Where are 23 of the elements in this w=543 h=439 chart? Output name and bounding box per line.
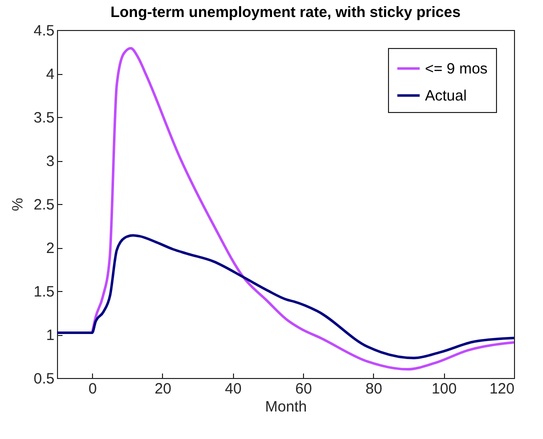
y-tick-label: 1.5 xyxy=(34,284,54,300)
chart-title: Long-term unemployment rate, with sticky prices xyxy=(110,4,461,21)
y-tick-label: 4.5 xyxy=(34,22,54,40)
y-tick-label: 0.5 xyxy=(34,370,54,388)
x-tick-label: 0 xyxy=(88,380,97,398)
y-tick-label: 2 xyxy=(46,240,54,257)
legend-label: <= 9 mos xyxy=(425,60,488,78)
legend-label: Actual xyxy=(425,88,467,104)
y-tick-label: 3.5 xyxy=(34,110,54,126)
x-tick-label: 100 xyxy=(432,380,457,398)
y-tick-label: 3 xyxy=(46,153,54,170)
x-tick-label: 40 xyxy=(224,380,242,398)
y-tick-label: 4 xyxy=(46,66,54,83)
line-series xyxy=(57,234,514,360)
x-axis-title: Month xyxy=(265,398,307,416)
y-axis-title: % xyxy=(10,198,27,212)
line-series xyxy=(90,47,514,371)
x-tick-label: 20 xyxy=(154,380,172,398)
x-tick-label: 80 xyxy=(366,380,382,398)
y-tick-label: 2.5 xyxy=(34,196,54,214)
x-tick-label: 120 xyxy=(489,380,514,398)
y-tick-label: 1 xyxy=(46,327,54,344)
x-tick-label: 60 xyxy=(295,380,312,398)
